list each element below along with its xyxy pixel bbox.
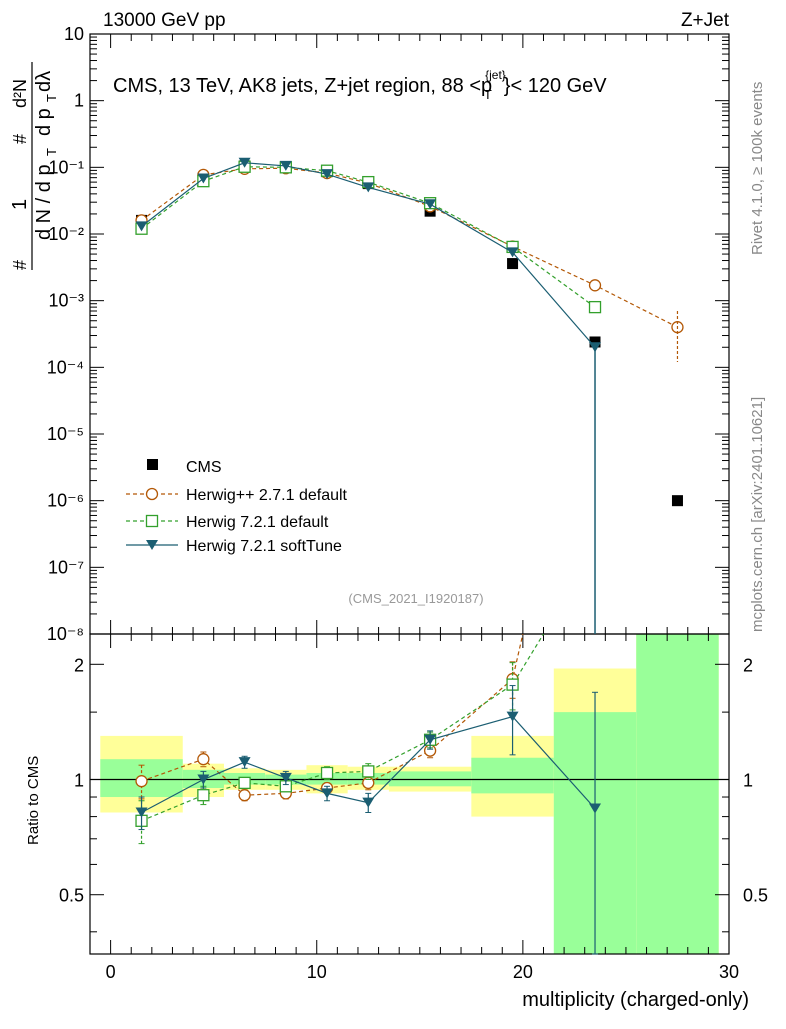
ratio-y-tick-label: 0.5 [59,886,84,906]
softtune-ratio-point [362,797,375,808]
softtune-point [506,247,519,258]
legend: CMS Herwig++ 2.7.1 default Herwig 7.2.1 … [126,459,348,555]
y-tick-label: 10⁻³ [48,291,84,311]
softtune-ratio-point [321,788,334,799]
header-left-label: 13000 GeV pp [103,10,226,31]
ylabel-numerator: d²N [10,79,30,108]
herwigpp-ratio-point [135,775,148,788]
x-tick-label: 10 [307,962,327,982]
softtune-point [321,169,334,180]
ratio-frame [89,633,730,955]
y-tick-label: 10 [64,24,84,44]
softtune-ratio-point [197,774,210,785]
softtune-ratio-point [238,757,251,768]
herwig721-ratio-point [320,766,334,780]
ylabel-dN: d N / d p [33,164,55,240]
ratio-band-inner [388,771,472,787]
plot-title-prefix: CMS, 13 TeV, AK8 jets, Z+jet region, 88 … [113,75,492,97]
ratio-axes: 0 10 20 30 0.5 0.5 1 1 2 2 [59,634,768,982]
herwig721-point [588,300,602,314]
ylabel-hash1: # [10,260,30,270]
ratio-band-inner [636,634,719,954]
cms-data-point [507,258,519,270]
plot-title: CMS, 13 TeV, AK8 jets, Z+jet region, 88 … [113,68,607,102]
x-tick-label: 0 [106,962,116,982]
main-series [135,157,684,634]
softtune-ratio-point [506,711,519,722]
plot-title-sub: T [484,87,492,102]
softtune-ratio-point [424,734,437,745]
ratio-series [135,633,602,955]
cms-data-point [671,495,683,507]
y-tick-label: 10⁻⁵ [47,424,84,444]
y-tick-label: 10⁻² [48,224,84,244]
ylabel-T: T [44,148,59,156]
rivet-label: Rivet 4.1.0, ≥ 100k events [749,82,766,255]
ratio-y-tick-label: 1 [74,771,84,791]
ratio-y-tick-label: 2 [743,655,753,675]
herwig721-ratio-point [238,776,251,790]
ratio-y-tick-label: 2 [74,655,84,675]
herwig721-ratio-point [362,765,375,778]
ratio-ylabel: Ratio to CMS [25,756,42,845]
ylabel-denominator: d p [33,108,55,136]
plot-title-suffix: }< 120 GeV [504,75,608,97]
herwigpp-ratio-point [238,789,251,802]
watermark: (CMS_2021_I1920187) [348,591,483,606]
ylabel-T2: T [44,94,59,102]
mcplots-label: mcplots.cern.ch [arXiv:2401.10621] [749,397,766,632]
softtune-point [362,182,375,193]
softtune-point [238,157,251,168]
y-tick-label: 10⁻⁷ [48,557,84,577]
y-tick-label: 10⁻⁶ [47,491,84,511]
herwig721-ratio-point [197,789,210,802]
ratio-y-tick-label: 0.5 [743,886,768,906]
softtune-point [197,173,210,184]
softtune-ratio-point [589,803,602,814]
y-tick-label: 10⁻¹ [48,157,84,177]
softtune-ratio-point [135,807,148,818]
legend-softtune-label: Herwig 7.2.1 softTune [186,538,342,555]
legend-cms-label: CMS [186,459,222,476]
plot-title-sup: {jet} [485,68,506,82]
legend-herwigpp-marker [145,487,159,501]
cms-data-point [589,336,601,348]
softtune-ratio-point [279,772,292,783]
herwigpp-point [588,279,602,292]
y-tick-label: 10⁻⁸ [47,624,84,644]
xlabel: multiplicity (charged-only) [522,989,749,1011]
softtune-point [135,221,148,232]
herwig721-ratio-line [141,633,544,822]
legend-cms-marker [147,459,158,470]
legend-herwig721-label: Herwig 7.2.1 default [186,514,329,531]
ylabel-hash2: # [10,134,30,144]
ylabel-one: 1 [9,199,31,210]
legend-herwigpp-label: Herwig++ 2.7.1 default [186,487,348,504]
header-right-label: Z+Jet [681,10,730,31]
main-axes: 10⁻⁸ 10⁻⁷ 10⁻⁶ 10⁻⁵ 10⁻⁴ 10⁻³ 10⁻² 10⁻¹ 1 10 [47,24,730,644]
legend-herwig721-marker [145,514,159,528]
ratio-bands [90,634,729,954]
ratio-band-inner [471,757,554,794]
main-ylabel: # 1 d N / d p T # d²N d p T dλ [9,62,59,270]
x-tick-label: 30 [719,962,739,982]
softtune-point [279,160,292,171]
y-tick-label: 10⁻⁴ [47,357,84,377]
ylabel-dlambda: dλ [33,71,55,92]
y-tick-label: 1 [74,91,84,111]
x-tick-label: 20 [513,962,533,982]
ratio-y-tick-label: 1 [743,771,753,791]
legend-softtune-marker [146,540,158,550]
softtune-point [424,199,437,210]
herwigpp-ratio-point [197,753,210,766]
